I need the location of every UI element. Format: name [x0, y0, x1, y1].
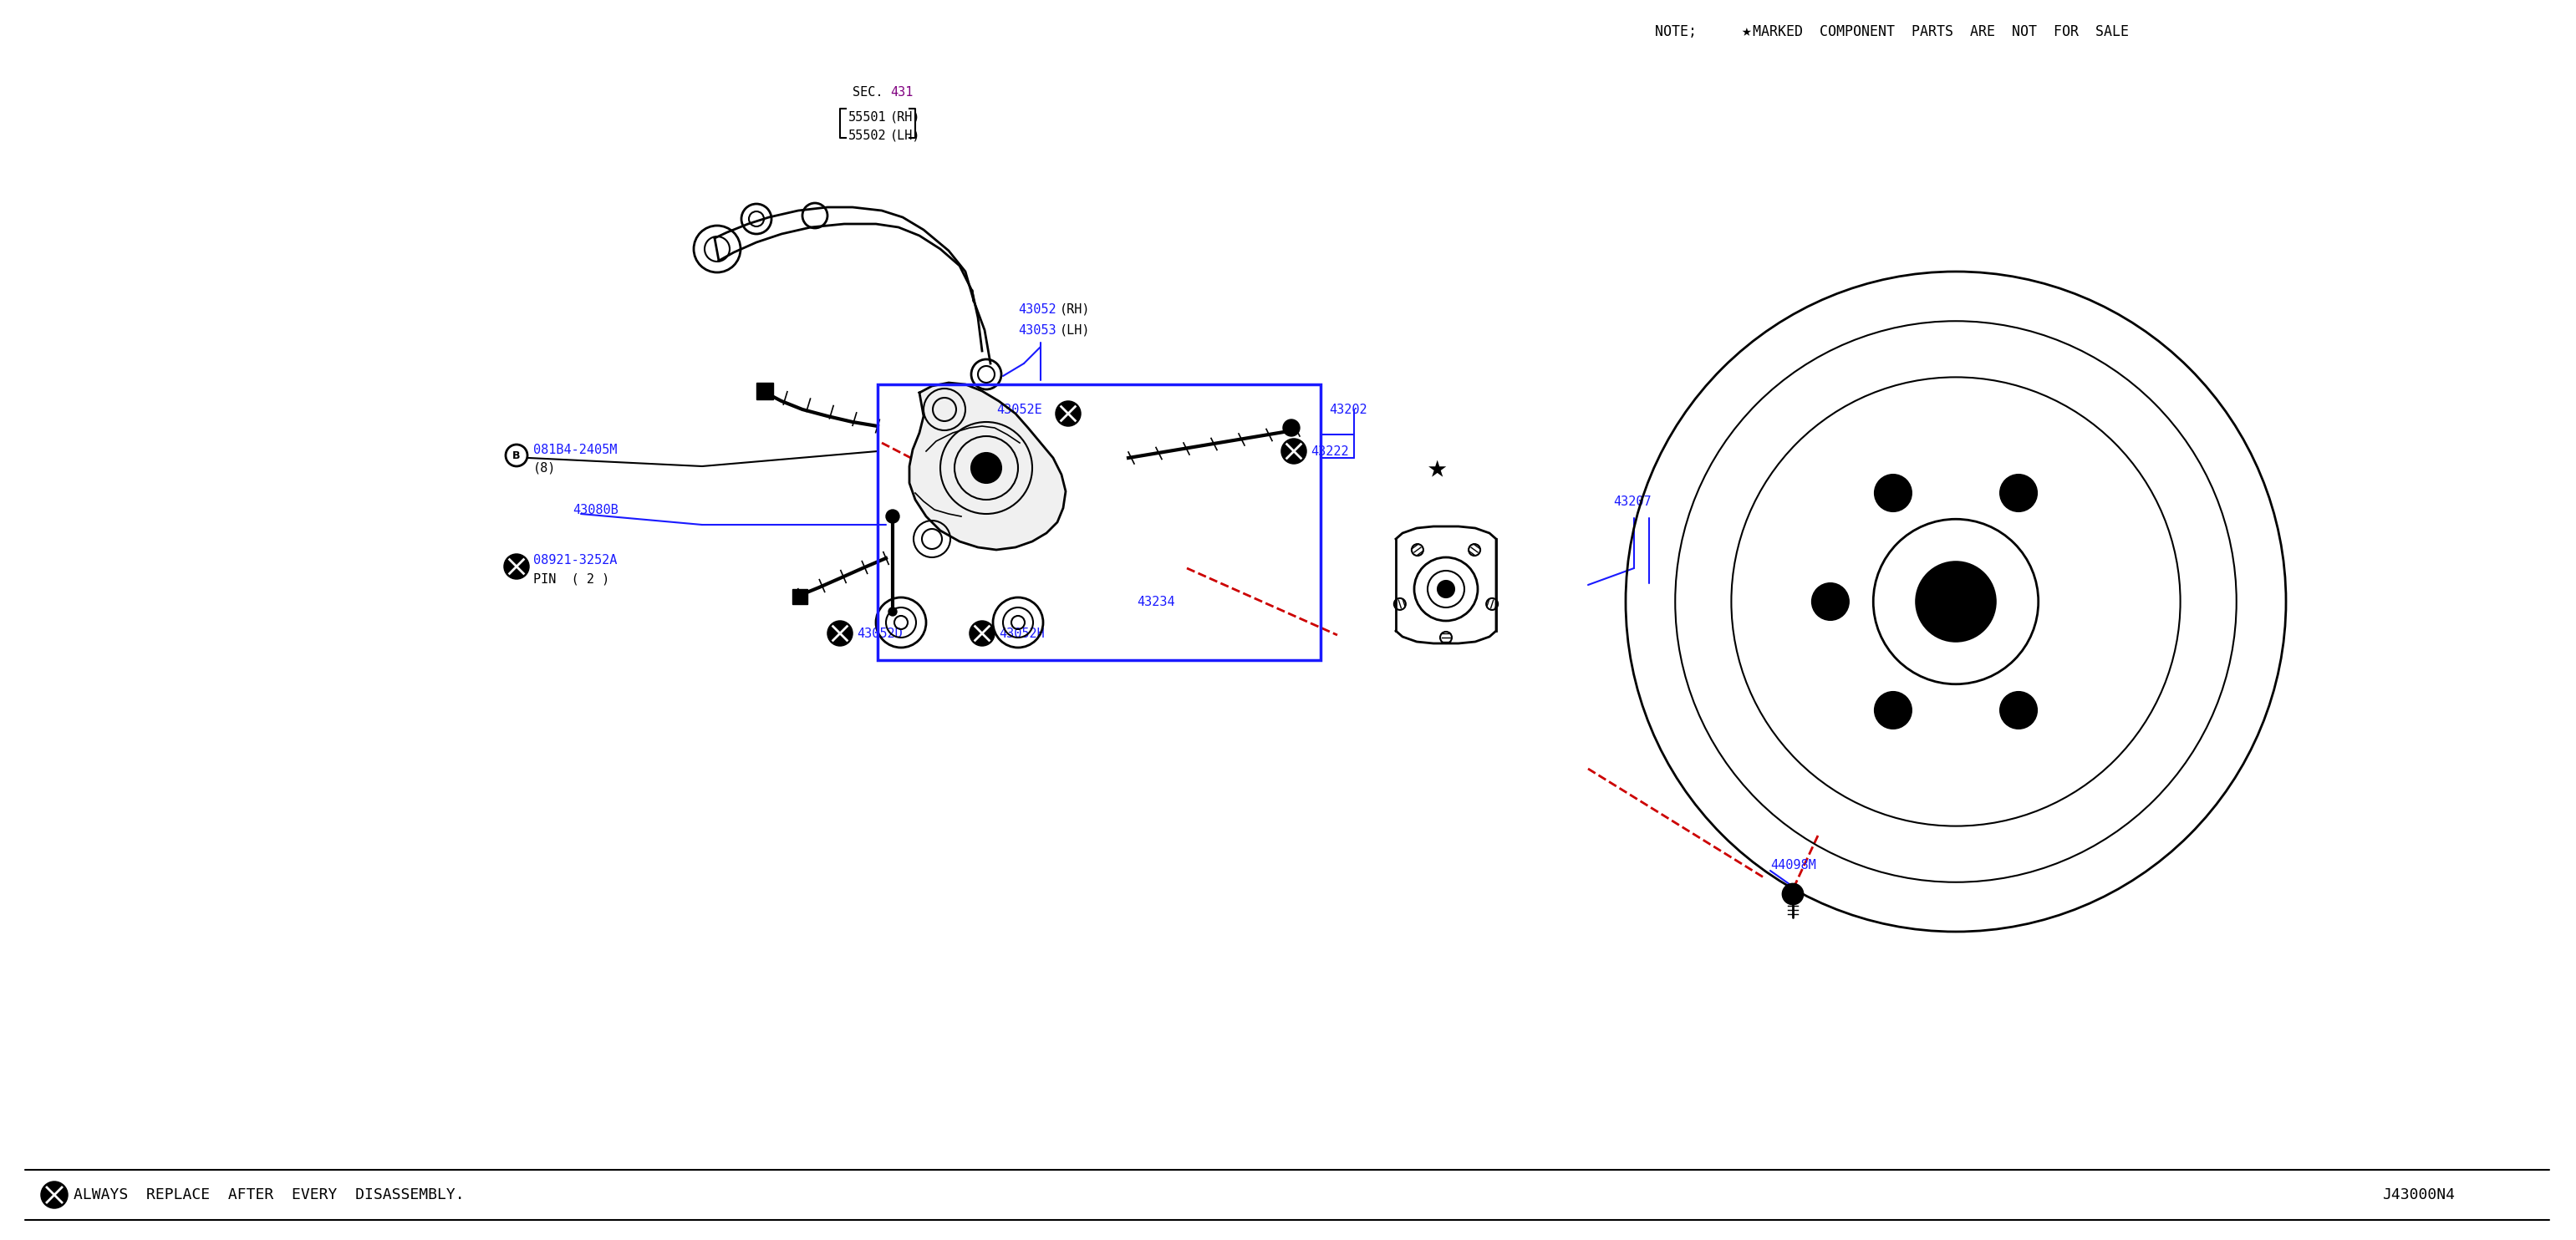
Text: 431: 431: [891, 86, 912, 98]
Bar: [878, 384, 1321, 660]
Text: B: B: [513, 450, 520, 461]
Text: SEC.: SEC.: [853, 86, 884, 98]
Bar: [793, 589, 806, 604]
Text: MARKED  COMPONENT  PARTS  ARE  NOT  FOR  SALE: MARKED COMPONENT PARTS ARE NOT FOR SALE: [1752, 25, 2128, 40]
Circle shape: [1283, 439, 1306, 463]
Circle shape: [41, 1183, 67, 1208]
Circle shape: [1875, 475, 1911, 511]
Text: 55501: 55501: [848, 110, 886, 123]
Text: J43000N4: J43000N4: [2383, 1188, 2455, 1203]
Circle shape: [886, 510, 899, 523]
Circle shape: [1056, 402, 1079, 425]
Text: 43052D: 43052D: [858, 627, 902, 640]
Circle shape: [1917, 562, 1996, 641]
Text: ★: ★: [1741, 24, 1752, 40]
Circle shape: [889, 608, 896, 616]
Text: 43080B: 43080B: [572, 503, 618, 516]
Text: 55502: 55502: [848, 129, 886, 141]
Circle shape: [505, 554, 528, 578]
Text: (RH): (RH): [1059, 303, 1090, 315]
Circle shape: [829, 621, 853, 645]
Text: NOTE;: NOTE;: [1654, 25, 1713, 40]
Bar: [757, 383, 773, 399]
Text: 43052: 43052: [1018, 303, 1056, 315]
Circle shape: [1283, 419, 1301, 436]
Circle shape: [971, 621, 994, 645]
Circle shape: [1811, 583, 1850, 620]
Text: 08921-3252A: 08921-3252A: [533, 553, 618, 567]
Circle shape: [1999, 692, 2038, 729]
Circle shape: [1437, 580, 1455, 598]
Text: (LH): (LH): [1059, 324, 1090, 336]
Text: 43222: 43222: [1311, 445, 1350, 458]
Text: 43053: 43053: [1018, 324, 1056, 336]
Circle shape: [1875, 692, 1911, 729]
Text: 43207: 43207: [1613, 495, 1651, 507]
Text: 44098M: 44098M: [1770, 858, 1816, 870]
Text: PIN  ( 2 ): PIN ( 2 ): [533, 573, 611, 585]
Text: ★: ★: [1427, 453, 1448, 484]
Text: ALWAYS  REPLACE  AFTER  EVERY  DISASSEMBLY.: ALWAYS REPLACE AFTER EVERY DISASSEMBLY.: [75, 1188, 464, 1203]
Text: 43052E: 43052E: [997, 403, 1043, 415]
Circle shape: [971, 453, 1002, 482]
Circle shape: [1999, 475, 2038, 511]
Text: 43234: 43234: [1136, 595, 1175, 608]
Circle shape: [1783, 884, 1803, 904]
Text: (8): (8): [533, 461, 556, 474]
Text: (LH): (LH): [891, 129, 920, 141]
Polygon shape: [909, 383, 1066, 549]
Text: 081B4-2405M: 081B4-2405M: [533, 443, 618, 456]
Text: (RH): (RH): [891, 110, 920, 123]
Text: 43202: 43202: [1329, 403, 1368, 415]
Text: 43052H: 43052H: [999, 627, 1043, 640]
